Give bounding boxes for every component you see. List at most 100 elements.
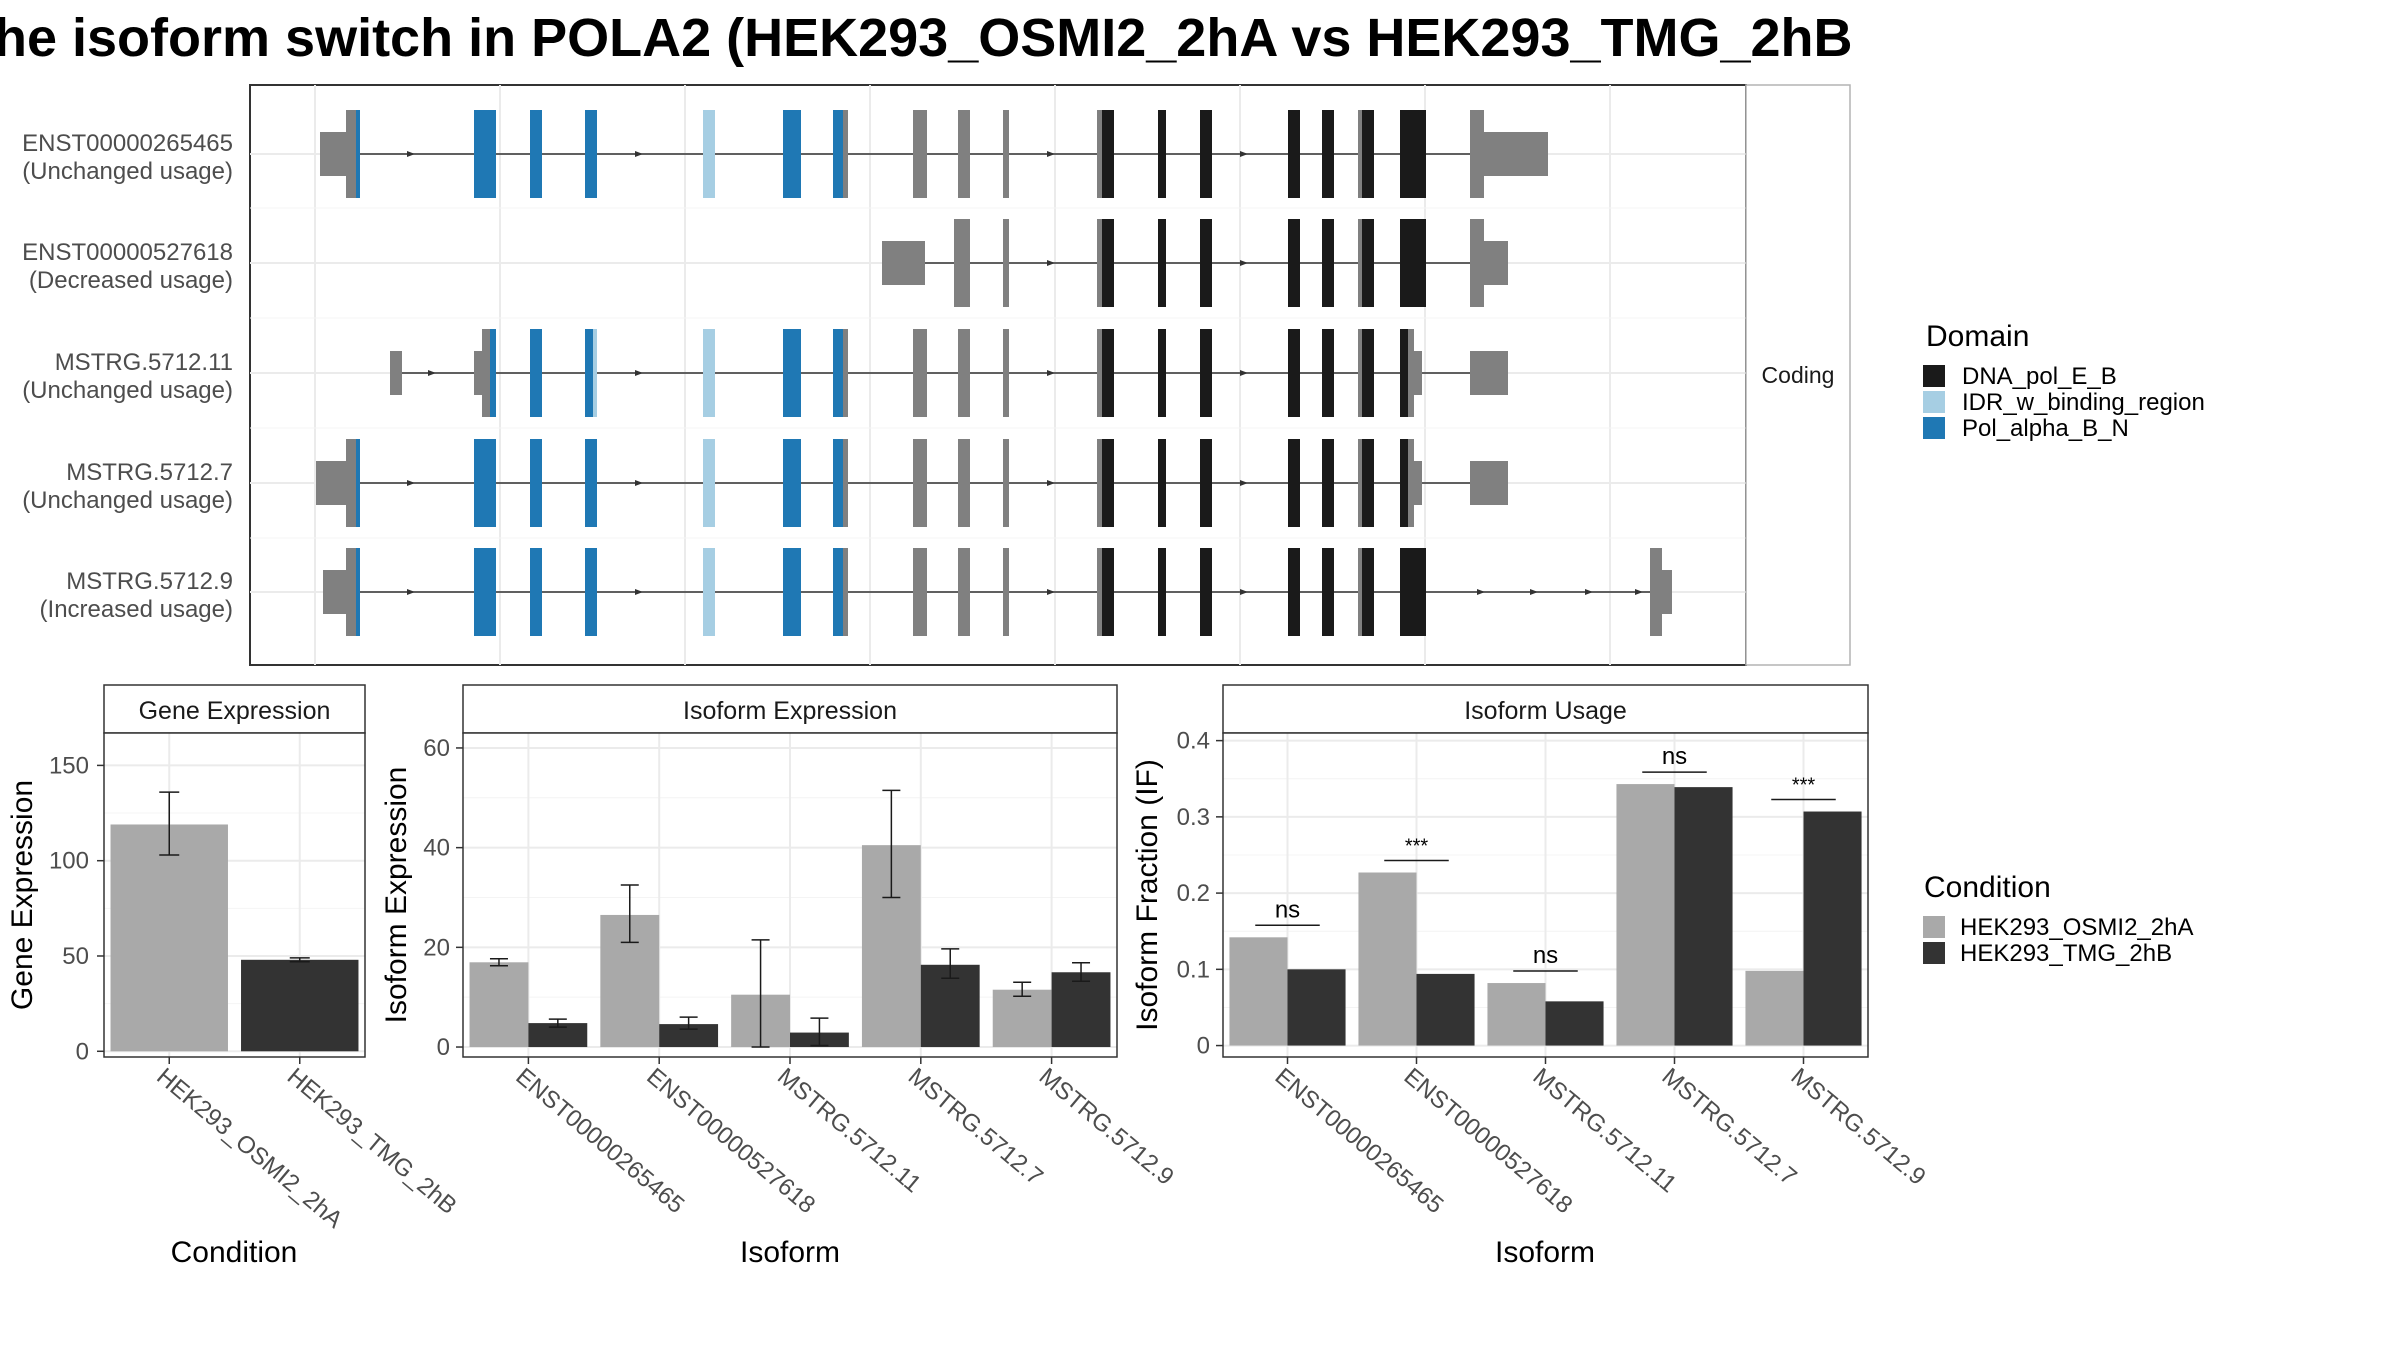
transcript-id-label: ENST00000265465 [22, 130, 233, 157]
strand-arrow [1585, 589, 1593, 595]
exon-block [1362, 439, 1374, 527]
bar [110, 824, 228, 1052]
exon-block [1200, 548, 1212, 636]
exon-block [1288, 110, 1300, 198]
exon-block [958, 110, 970, 198]
utr-block [1470, 351, 1508, 395]
exon-block [1102, 110, 1114, 198]
utr-block [390, 351, 402, 395]
exon-block [783, 548, 789, 636]
exon-block [1158, 548, 1166, 636]
bar [1745, 970, 1804, 1046]
domain-legend-key [1923, 365, 1945, 387]
bar [1416, 973, 1475, 1046]
exon-block [1400, 439, 1408, 527]
bar [1358, 872, 1417, 1046]
y-axis-title: Gene Expression [6, 780, 39, 1010]
transcript-usage-label: (Increased usage) [40, 596, 233, 623]
utr-block [323, 570, 346, 614]
y-tick-label: 100 [49, 848, 89, 875]
utr-block [1662, 570, 1672, 614]
bar [241, 959, 359, 1052]
exon-block [843, 548, 848, 636]
domain-legend-key [1923, 391, 1945, 413]
exon-block [1003, 548, 1009, 636]
strand-arrow [1240, 370, 1248, 376]
y-tick-label: 0.3 [1177, 804, 1210, 831]
exon-block [1408, 439, 1414, 527]
significance-label: ns [1662, 743, 1687, 770]
utr-block [1484, 132, 1548, 176]
exon-block [1322, 110, 1334, 198]
exon-block [1158, 219, 1166, 307]
transcript-id-label: MSTRG.5712.9 [66, 568, 233, 595]
exon-block [585, 439, 597, 527]
exon-block [1358, 219, 1362, 307]
strand-arrow [1240, 260, 1248, 266]
facet-strip-title: Gene Expression [139, 697, 331, 725]
exon-block [913, 548, 927, 636]
exon-block [474, 110, 496, 198]
exon-block [346, 110, 358, 198]
exon-block [783, 110, 789, 198]
utr-block [316, 461, 346, 505]
transcript-track [316, 439, 1508, 527]
exon-block [490, 329, 496, 417]
exon-block [833, 110, 843, 198]
strand-arrow [407, 480, 415, 486]
x-tick-label: MSTRG.5712.7 [903, 1063, 1048, 1191]
strand-arrow [1047, 370, 1055, 376]
exon-block [1322, 548, 1334, 636]
significance-label: *** [1405, 836, 1429, 858]
exon-block [1097, 548, 1102, 636]
strand-arrow [407, 589, 415, 595]
strand-arrow [635, 589, 643, 595]
exon-block [958, 439, 970, 527]
isoform-expression-chart: Isoform Expression0204060ENST00000265465… [380, 684, 1179, 1269]
strand-arrow [1477, 589, 1485, 595]
utr-block [1414, 461, 1422, 505]
exon-block [1322, 219, 1334, 307]
strand-arrow [1047, 260, 1055, 266]
exon-block [913, 110, 927, 198]
y-tick-label: 150 [49, 752, 89, 779]
exon-block [703, 439, 715, 527]
x-axis-title: Isoform [1495, 1236, 1595, 1269]
strand-arrow [1047, 589, 1055, 595]
exon-block [954, 219, 960, 307]
domain-legend-label: Pol_alpha_B_N [1962, 415, 2129, 442]
bar [1229, 937, 1288, 1046]
exon-block [1288, 329, 1300, 417]
strand-arrow [1240, 589, 1248, 595]
exon-block [1158, 439, 1166, 527]
exon-block [530, 110, 542, 198]
exon-block [530, 548, 542, 636]
exon-block [913, 329, 927, 417]
facet-strip-label: Coding [1762, 362, 1835, 388]
bar [1616, 784, 1675, 1046]
exon-block [703, 548, 715, 636]
strand-arrow [1530, 589, 1538, 595]
strand-arrow [1635, 589, 1643, 595]
exon-block [1158, 329, 1166, 417]
transcript-labels: ENST00000265465(Unchanged usage)ENST0000… [22, 130, 233, 623]
condition-legend-label: HEK293_TMG_2hB [1960, 940, 2172, 967]
exon-block [585, 329, 593, 417]
y-axis-title: Isoform Fraction (IF) [1131, 759, 1164, 1031]
condition-legend-key [1923, 916, 1945, 938]
exon-block [356, 110, 360, 198]
exon-block [1358, 110, 1362, 198]
strand-arrow [635, 370, 643, 376]
bar [528, 1023, 588, 1048]
exon-block [1288, 439, 1300, 527]
strand-arrow [428, 370, 436, 376]
exon-block [1288, 219, 1300, 307]
x-axis-title: Isoform [740, 1236, 840, 1269]
y-tick-label: 60 [423, 735, 450, 762]
exon-block [1362, 548, 1374, 636]
exon-block [1358, 329, 1362, 417]
utr-block [320, 132, 346, 176]
strand-arrow [1047, 480, 1055, 486]
